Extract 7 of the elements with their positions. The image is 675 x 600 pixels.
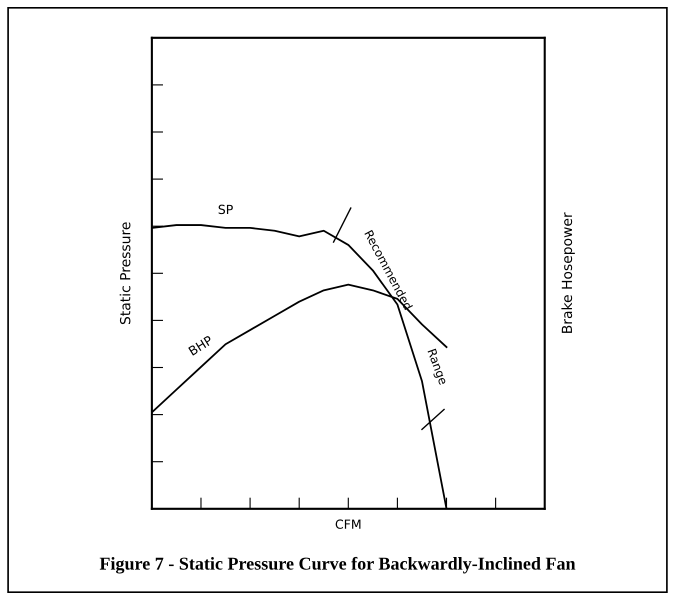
y2-axis-title: Brake Hosepower (561, 212, 575, 333)
x-axis-title: CFM (336, 519, 360, 529)
y-axis-title: Static Pressure (120, 222, 130, 324)
annotation: Range (425, 348, 448, 386)
series-label: SP (218, 204, 233, 214)
text: Figure 7 - Static Pressure Curve for Backwardly-Inclined Fan (100, 556, 576, 574)
text: BHP (188, 335, 214, 356)
